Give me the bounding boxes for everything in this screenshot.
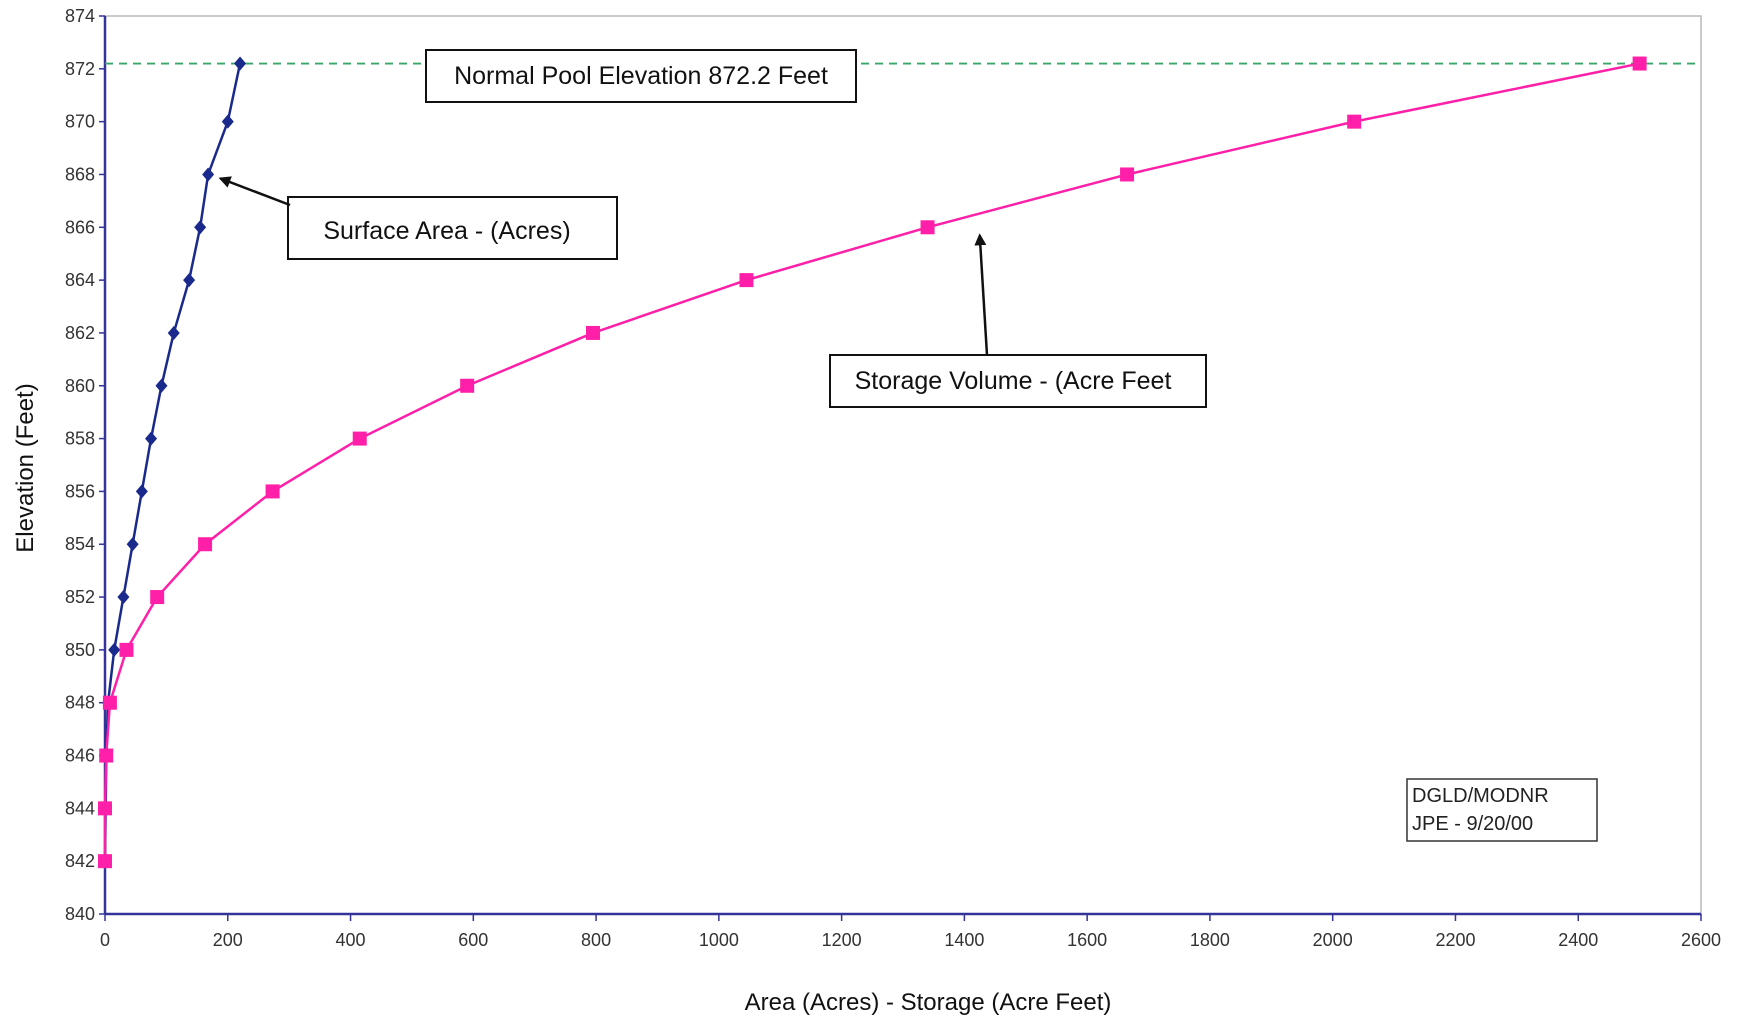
- author-stamp: DGLD/MODNR JPE - 9/20/00: [1406, 778, 1598, 842]
- surface-area-point: [202, 167, 215, 182]
- storage-volume-point: [198, 537, 213, 552]
- storage-volume-point: [1632, 56, 1647, 71]
- surface-area-arrow: [218, 176, 291, 207]
- storage-volume-point: [265, 484, 280, 499]
- storage-volume-point: [150, 590, 165, 605]
- surface-area-point: [108, 642, 121, 657]
- plot-area: [104, 15, 1702, 915]
- surface-area-point: [145, 431, 158, 446]
- storage-volume-point: [739, 273, 754, 288]
- y-tick-label: 846: [65, 746, 95, 766]
- storage-volume-point: [119, 642, 134, 657]
- x-tick-label: 2000: [1313, 930, 1353, 950]
- surface-area-point: [221, 114, 234, 129]
- storage-volume-point: [352, 431, 367, 446]
- author-stamp-line-1: DGLD/MODNR: [1412, 785, 1549, 807]
- series-layer: [98, 56, 1647, 869]
- storage-volume-point: [98, 801, 112, 816]
- surface-area-annotation-text: Surface Area - (Acres): [323, 217, 570, 245]
- x-tick-label: 800: [581, 930, 611, 950]
- storage-volume-point: [920, 220, 935, 235]
- surface-area-point: [194, 220, 207, 235]
- x-tick-label: 0: [100, 930, 110, 950]
- surface-area-point: [234, 56, 247, 71]
- x-axis-title: Area (Acres) - Storage (Acre Feet): [745, 989, 1112, 1016]
- y-tick-label: 840: [65, 904, 95, 924]
- y-tick-label: 854: [65, 534, 95, 554]
- x-tick-label: 1000: [699, 930, 739, 950]
- y-tick-label: 848: [65, 693, 95, 713]
- y-tick-label: 870: [65, 112, 95, 132]
- storage-volume-annotation-box: [829, 354, 1207, 408]
- storage-volume-point: [1120, 167, 1135, 182]
- y-tick-label: 868: [65, 164, 95, 184]
- y-tick-label: 866: [65, 217, 95, 237]
- y-tick-label: 874: [65, 6, 95, 26]
- surface-area-point: [183, 273, 196, 288]
- x-tick-label: 1200: [822, 930, 862, 950]
- normal-pool-annotation-text: Normal Pool Elevation 872.2 Feet: [454, 62, 828, 90]
- x-axis-ticks: 0 200 400 600 800 1000 1200 1400 1600 1800 2000 220…: [100, 914, 1721, 950]
- surface-area-point: [155, 378, 168, 393]
- y-tick-label: 842: [65, 851, 95, 871]
- x-tick-label: 400: [336, 930, 366, 950]
- normal-pool-annotation: Normal Pool Elevation 872.2 Feet: [425, 49, 857, 103]
- y-tick-label: 856: [65, 481, 95, 501]
- storage-volume-arrow: [974, 233, 989, 356]
- normal-pool-annotation-box: [425, 49, 857, 103]
- surface-area-point: [135, 484, 148, 499]
- storage-volume-point: [1347, 114, 1362, 129]
- storage-volume-point: [99, 748, 114, 763]
- author-stamp-box: [1406, 778, 1598, 842]
- storage-volume-point: [98, 854, 112, 869]
- y-tick-label: 852: [65, 587, 95, 607]
- y-tick-label: 872: [65, 59, 95, 79]
- x-tick-label: 2400: [1558, 930, 1598, 950]
- x-tick-label: 2600: [1681, 930, 1721, 950]
- y-tick-label: 860: [65, 376, 95, 396]
- x-tick-label: 1400: [944, 930, 984, 950]
- y-tick-label: 844: [65, 798, 95, 818]
- x-tick-label: 200: [213, 930, 243, 950]
- storage-volume-point: [102, 695, 117, 710]
- author-stamp-line-2: JPE - 9/20/00: [1412, 813, 1533, 835]
- surface-area-point: [167, 325, 180, 340]
- x-tick-label: 2200: [1435, 930, 1475, 950]
- storage-volume-point: [586, 325, 601, 340]
- y-tick-label: 858: [65, 429, 95, 449]
- surface-area-point: [126, 537, 139, 552]
- y-axis-title: Elevation (Feet): [12, 383, 39, 552]
- y-axis-ticks: 840 842 844 846 848 850 852 854 856 858 860 862 864 8…: [65, 6, 105, 924]
- y-tick-label: 862: [65, 323, 95, 343]
- storage-volume-series: [98, 56, 1647, 869]
- storage-volume-annotation: Storage Volume - (Acre Feet: [829, 233, 1207, 408]
- y-tick-label: 864: [65, 270, 95, 290]
- x-tick-label: 1600: [1067, 930, 1107, 950]
- storage-volume-annotation-text: Storage Volume - (Acre Feet: [855, 367, 1172, 395]
- surface-area-annotation: Surface Area - (Acres): [218, 176, 618, 260]
- storage-volume-line: [103, 62, 1640, 862]
- x-tick-label: 600: [458, 930, 488, 950]
- storage-volume-point: [460, 378, 475, 393]
- x-tick-label: 1800: [1190, 930, 1230, 950]
- y-tick-label: 850: [65, 640, 95, 660]
- surface-area-annotation-box: [287, 196, 618, 260]
- surface-area-point: [117, 590, 130, 605]
